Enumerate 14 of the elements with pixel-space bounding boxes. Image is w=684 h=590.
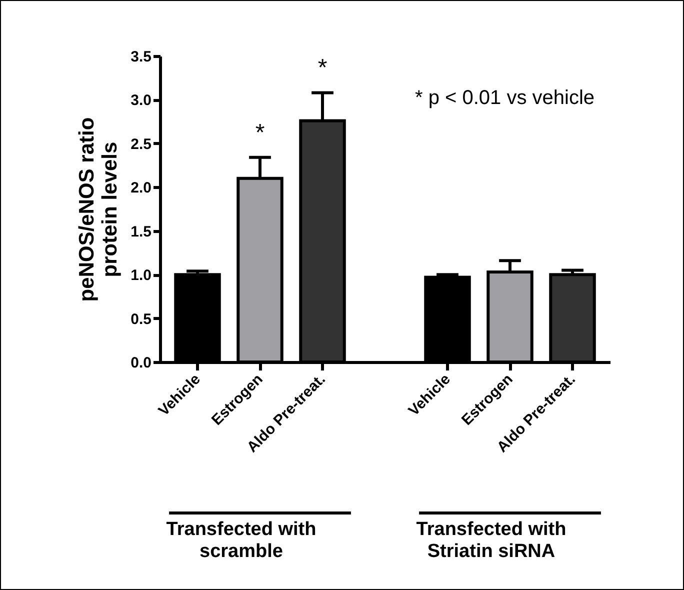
y-tick-label: 2.5 <box>130 136 152 153</box>
y-tick-label: 0.5 <box>130 310 152 328</box>
text: Transfected with scramble <box>166 519 316 562</box>
y-tick-label: 2.0 <box>130 180 152 197</box>
y-tick-label: 1.0 <box>130 267 152 284</box>
y-tick-label: 3.0 <box>130 92 152 110</box>
y-tick-label: 3.5 <box>130 48 152 66</box>
y-tick-label: 1.5 <box>130 223 152 240</box>
text: Transfected with Striatin siRNA <box>416 519 566 562</box>
annotation: * p < 0.01 vs vehicle <box>415 87 595 109</box>
annotation: * <box>255 119 265 146</box>
y-axis-title: peNOS/eNOS ratio protein levels <box>76 117 122 302</box>
y-tick-label: 0.0 <box>130 354 152 372</box>
annotation: * <box>318 54 328 82</box>
